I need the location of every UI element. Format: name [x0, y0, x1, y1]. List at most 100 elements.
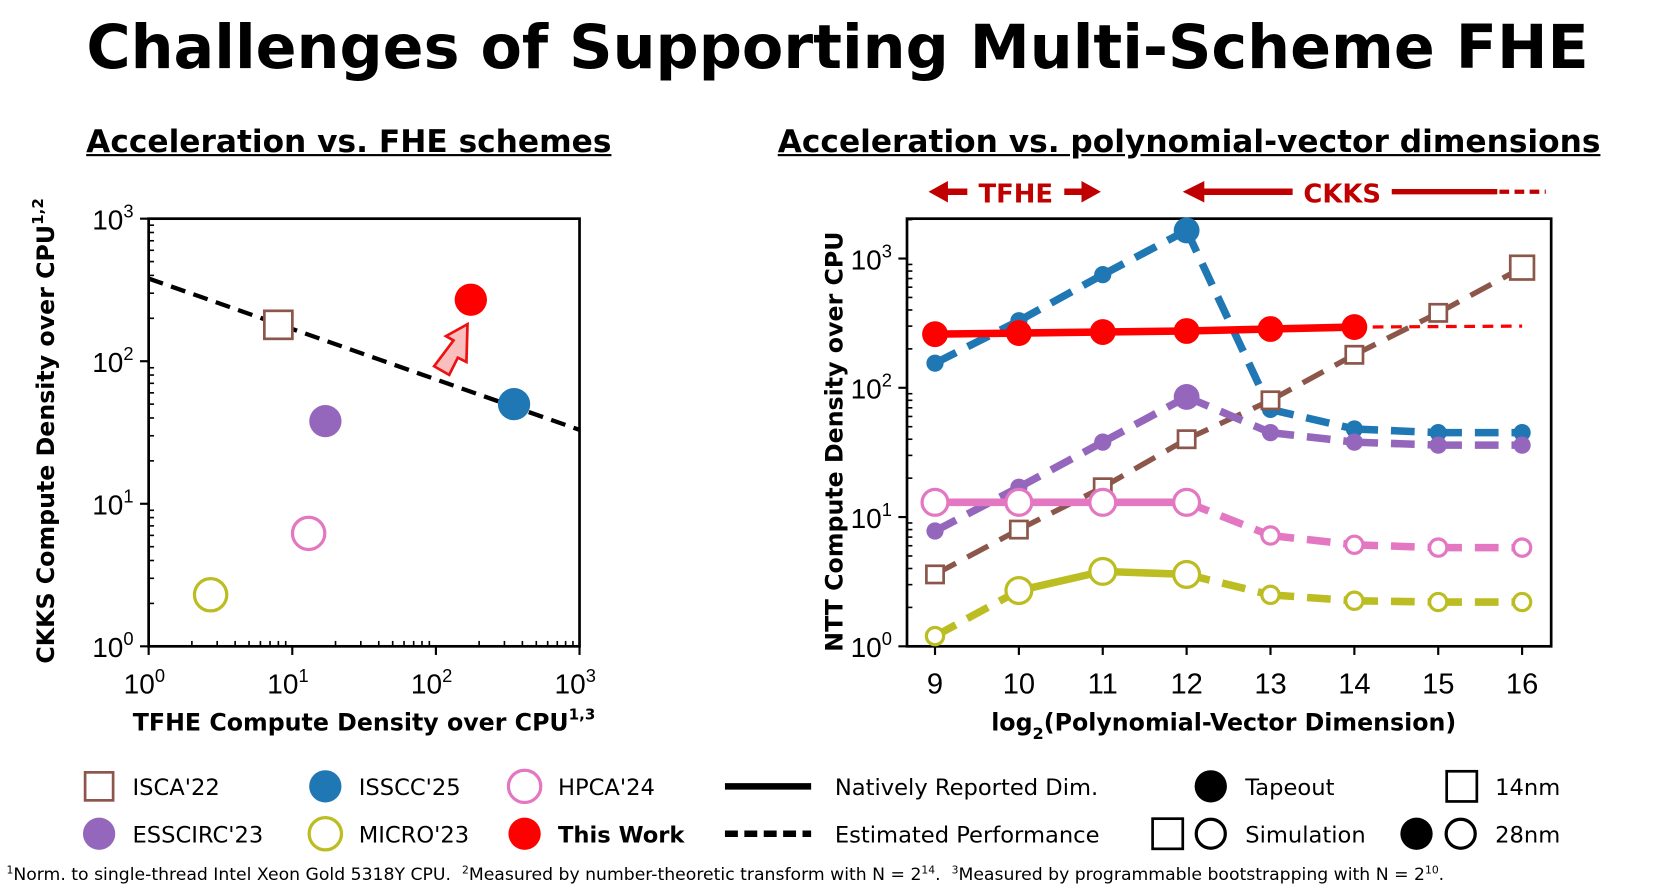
series-segment-HPCA'24 [1270, 531, 1355, 549]
legend-label: ISSCC'25 [359, 775, 461, 801]
y-tick-label: 100 [851, 628, 892, 663]
footnote-3: Measured by programmable bootstrapping w… [958, 863, 1425, 885]
x-tick-label: 103 [555, 665, 596, 700]
data-point-MICRO'23 [1088, 556, 1118, 586]
data-point-ISSCC'25 [1429, 424, 1447, 442]
legend-marker-MICRO'23 [307, 815, 344, 852]
point-ESSCIRC'23 [309, 404, 342, 438]
series-segment-MICRO'23 [933, 587, 1021, 640]
data-point-MICRO'23 [1511, 591, 1533, 613]
legend-28nm-open [1444, 817, 1477, 850]
x-tick-label: 15 [1422, 669, 1454, 701]
data-point-ESSCIRC'23 [1345, 433, 1363, 451]
legend-marker-ESSCIRC'23 [82, 817, 116, 850]
series-segment-ISCA'22 [1353, 310, 1440, 358]
point-HPCA'24 [290, 515, 327, 552]
data-point-ISCA'22 [1008, 519, 1029, 540]
data-point-ISCA'22 [925, 564, 945, 585]
ckks-label: CKKS [1303, 180, 1381, 210]
improvement-arrow [432, 321, 469, 377]
data-point-ISCA'22 [1344, 344, 1365, 365]
series-segment-This Work [934, 329, 1019, 338]
series-segment-ISSCC'25 [1017, 271, 1105, 325]
series-segment-ISSCC'25 [1183, 228, 1274, 412]
x-tick-label: 12 [1170, 669, 1202, 701]
x-axis-label: log2(Polynomial-Vector Dimension) [991, 708, 1456, 743]
data-point-ESSCIRC'23 [1173, 383, 1200, 410]
series-segment-ISSCC'25 [933, 317, 1021, 367]
data-point-HPCA'24 [1088, 487, 1118, 517]
series-segment-This Work [1354, 324, 1523, 329]
footnote-1: Norm. to single-thread Intel Xeon Gold 5… [13, 863, 452, 885]
tfhe-right-arrow [1064, 180, 1101, 203]
data-point-ISCA'22 [1508, 254, 1536, 281]
data-point-HPCA'24 [920, 487, 950, 517]
legend-marker-This Work [508, 817, 541, 850]
data-point-This Work [1341, 314, 1368, 340]
series-segment-ISSCC'25 [1269, 405, 1356, 433]
series-segment-ISCA'22 [933, 527, 1021, 577]
series-segment-ISCA'22 [1269, 352, 1356, 403]
data-point-This Work [1005, 320, 1032, 347]
series-segment-ESSCIRC'23 [1017, 438, 1105, 491]
footnote-mark-3: 3 [951, 864, 959, 877]
data-point-MICRO'23 [1344, 590, 1365, 612]
x-tick-label: 10 [1003, 669, 1035, 701]
legend-sim-circle [1194, 817, 1227, 850]
series-segment-MICRO'23 [1354, 597, 1439, 606]
footnote-mark-2: 2 [461, 864, 469, 877]
data-point-This Work [1173, 318, 1200, 344]
data-point-ISCA'22 [1260, 390, 1281, 411]
legend-28nm: 28nm [1495, 822, 1560, 848]
series-segment-This Work [1018, 328, 1103, 337]
data-point-ISCA'22 [1176, 429, 1197, 450]
legend-label: MICRO'23 [359, 822, 469, 848]
data-point-HPCA'24 [1428, 537, 1449, 558]
series-segment-ISSCC'25 [1354, 425, 1439, 437]
legend-14nm: 14nm [1495, 775, 1560, 801]
y-axis-label: CKKS Compute Density over CPU1,2 [29, 198, 60, 663]
legend-native: Natively Reported Dim. [835, 775, 1098, 801]
tfhe-left-arrow [928, 180, 968, 203]
legend-label: ESSCIRC'23 [132, 822, 263, 848]
data-point-This Work [922, 321, 948, 348]
slide-title: Challenges of Supporting Multi-Scheme FH… [86, 12, 1589, 83]
right-plot-frame [905, 217, 1553, 648]
series-segment-This Work [1186, 325, 1271, 335]
series-segment-ESSCIRC'23 [933, 483, 1021, 535]
legend-tapeout: Tapeout [1244, 775, 1334, 801]
x-tick-label: 102 [411, 665, 452, 700]
point-ISCA'22 [263, 309, 294, 341]
footnote-2: Measured by number-theoretic transform w… [468, 863, 922, 885]
x-tick-label: 13 [1254, 669, 1286, 701]
legend-label: This Work [558, 822, 685, 848]
data-point-ESSCIRC'23 [1513, 436, 1531, 454]
legend-label: ISCA'22 [132, 775, 219, 801]
y-tick-label: 101 [851, 499, 892, 534]
series-segment-HPCA'24 [1354, 541, 1439, 552]
legend-sim-square [1151, 817, 1185, 851]
y-tick-label: 100 [92, 628, 133, 663]
legend-estimated: Estimated Performance [835, 822, 1100, 848]
x-axis-label: TFHE Compute Density over CPU1,3 [133, 706, 596, 737]
series-segment-ISCA'22 [1101, 436, 1188, 490]
series-segment-This Work [1102, 327, 1187, 336]
data-point-MICRO'23 [924, 625, 946, 647]
series-segment-MICRO'23 [1270, 591, 1355, 605]
footnote-3-exp: 10 [1424, 864, 1439, 877]
data-point-ISSCC'25 [1345, 420, 1363, 438]
legend-marker-ISSCC'25 [309, 770, 342, 803]
y-tick-label: 103 [851, 240, 892, 275]
ckks-left-arrow [1182, 180, 1293, 203]
point-This Work [454, 283, 487, 316]
series-segment-ESSCIRC'23 [1185, 393, 1272, 437]
data-point-This Work [1257, 316, 1284, 342]
point-ISSCC'25 [497, 387, 531, 421]
left-plot-frame [147, 217, 581, 648]
series-segment-ESSCIRC'23 [1270, 428, 1355, 446]
data-point-MICRO'23 [1004, 576, 1034, 606]
data-point-ESSCIRC'23 [1429, 436, 1447, 454]
y-axis-label: NTT Compute Density over CPU [820, 232, 848, 652]
